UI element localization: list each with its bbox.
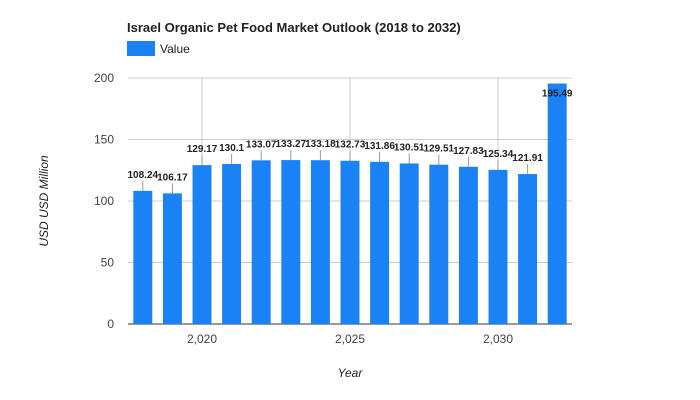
bar bbox=[133, 190, 153, 324]
x-tick-label: 2,025 bbox=[335, 332, 365, 346]
bar bbox=[399, 163, 419, 324]
x-tick-label: 2,030 bbox=[483, 332, 513, 346]
bar bbox=[162, 193, 182, 324]
bar bbox=[518, 174, 538, 324]
bar bbox=[222, 163, 242, 324]
bar bbox=[281, 160, 301, 324]
bar bbox=[488, 169, 508, 324]
data-label: 121.91 bbox=[512, 153, 543, 164]
data-label: 129.17 bbox=[187, 144, 218, 155]
data-label: 131.86 bbox=[364, 141, 395, 152]
x-axis-title: Year bbox=[338, 366, 364, 380]
bar-series-value bbox=[133, 83, 567, 324]
data-label: 130.51 bbox=[394, 142, 425, 153]
data-label: 133.27 bbox=[276, 139, 307, 150]
x-tick-label: 2,020 bbox=[187, 332, 217, 346]
data-label: 132.73 bbox=[335, 140, 366, 151]
y-tick-label: 200 bbox=[94, 71, 114, 85]
bar bbox=[370, 161, 390, 324]
y-axis-title: USD USD Million bbox=[37, 155, 51, 247]
bar bbox=[547, 83, 567, 324]
legend: Value bbox=[127, 41, 190, 56]
data-label: 129.51 bbox=[424, 144, 455, 155]
y-axis-ticks: 0 50 100 150 200 bbox=[94, 71, 114, 331]
data-label: 127.83 bbox=[453, 146, 484, 157]
y-tick-label: 0 bbox=[107, 317, 114, 331]
chart-title: Israel Organic Pet Food Market Outlook (… bbox=[127, 20, 461, 35]
data-label: 133.18 bbox=[305, 139, 336, 150]
data-label: 130.1 bbox=[219, 143, 244, 154]
y-tick-label: 100 bbox=[94, 194, 114, 208]
data-label: 195.49 bbox=[542, 89, 573, 100]
data-label: 108.24 bbox=[128, 170, 159, 181]
bar bbox=[429, 164, 449, 324]
data-labels: 108.24 106.17 129.17 130.1 133.07 133.27 133.1… bbox=[128, 89, 573, 194]
data-label: 106.17 bbox=[157, 172, 188, 183]
legend-swatch-value bbox=[127, 41, 155, 56]
y-tick-label: 150 bbox=[94, 133, 114, 147]
bar bbox=[192, 165, 212, 324]
bar bbox=[340, 160, 360, 324]
x-axis-ticks: 2,020 2,025 2,030 bbox=[187, 332, 513, 346]
y-tick-label: 50 bbox=[101, 256, 115, 270]
bar bbox=[251, 160, 271, 324]
bar bbox=[310, 160, 330, 324]
legend-label-value: Value bbox=[160, 42, 190, 56]
data-label: 133.07 bbox=[246, 139, 277, 150]
data-label: 125.34 bbox=[483, 149, 514, 160]
bar bbox=[458, 166, 478, 324]
